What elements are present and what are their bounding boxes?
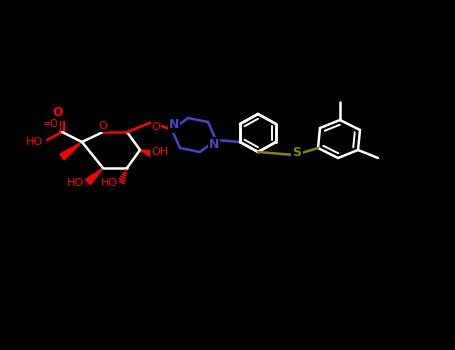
Text: O: O [152,122,160,132]
Text: N: N [209,139,219,152]
Text: HO: HO [101,178,118,188]
Text: =O: =O [43,119,59,129]
Text: OH: OH [152,147,168,157]
Polygon shape [140,150,153,157]
Polygon shape [60,142,82,160]
Polygon shape [86,168,103,184]
Text: HO: HO [26,137,43,147]
Text: O: O [99,121,107,131]
Text: HO: HO [67,178,84,188]
Text: S: S [293,146,302,159]
Text: N: N [169,119,179,132]
Text: O: O [53,106,63,119]
